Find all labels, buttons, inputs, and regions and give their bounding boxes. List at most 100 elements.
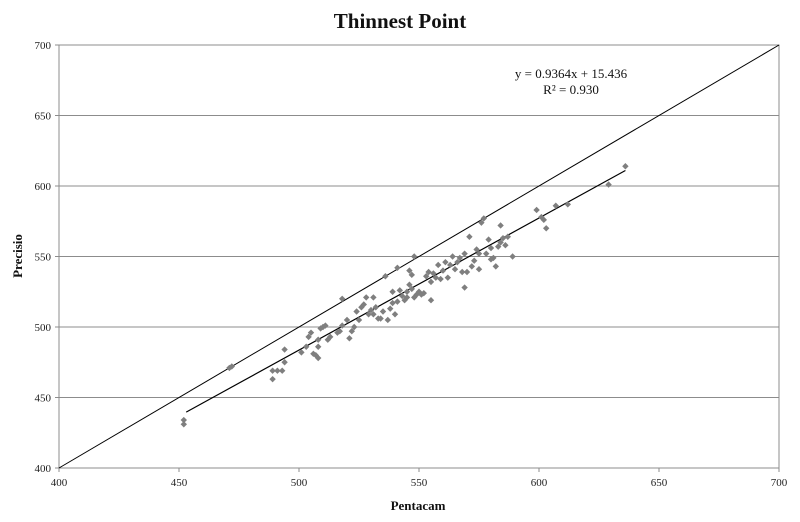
data-point [420,289,427,297]
x-axis-title: Pentacam [391,498,446,513]
data-point [487,244,495,252]
data-point [499,234,507,242]
data-point [363,294,370,301]
data-point [281,346,288,353]
data-point [478,219,485,226]
data-point [315,354,322,362]
data-point [403,294,411,301]
data-point [379,308,387,315]
data-point [336,328,343,335]
data-point [622,163,629,170]
x-tick-label: 600 [531,477,548,489]
data-point [339,322,346,329]
y-tick-label: 500 [35,322,52,334]
data-point [303,343,310,350]
x-tick-label: 400 [51,477,68,489]
data-point [387,305,394,312]
data-point [475,250,483,257]
data-point [396,287,403,294]
data-point [365,311,372,318]
data-point [298,349,305,356]
x-tick-label: 700 [771,477,788,489]
data-point [540,216,547,224]
data-point [463,268,471,276]
data-point [391,311,399,318]
x-tick-label: 550 [411,477,428,489]
data-point [533,206,540,214]
data-point [480,215,487,222]
data-point [343,316,351,324]
data-point [483,250,490,257]
data-point [605,181,612,188]
data-point [406,267,413,274]
data-point [432,274,439,281]
data-points [180,163,629,428]
data-point [305,333,312,341]
data-point [403,288,411,295]
x-tick-label: 450 [171,477,188,489]
data-point [423,273,430,280]
data-point [370,294,377,301]
data-point [451,265,459,273]
data-point [447,261,454,269]
data-point [307,329,315,336]
data-point [461,284,468,291]
data-point [408,271,415,279]
data-point [435,261,442,269]
data-point [384,316,391,324]
data-point [456,254,463,262]
data-point [269,375,276,383]
data-point [490,254,497,262]
y-axis-ticks: 400 450 500 550 600 650 700 [35,40,59,475]
data-point [495,243,502,250]
data-point [485,236,492,243]
data-point [468,263,475,270]
y-tick-label: 450 [35,393,52,405]
x-tick-label: 500 [291,477,308,489]
data-point [509,253,516,260]
data-point [471,257,478,264]
y-tick-label: 700 [35,40,52,52]
data-point [497,222,504,229]
data-point [543,225,550,232]
data-point [274,367,281,374]
data-point [466,233,473,240]
data-point [370,311,377,318]
data-point [281,359,288,366]
data-point [228,363,235,370]
data-point [339,295,346,302]
data-point [180,421,187,428]
data-point [408,285,415,293]
data-point [449,253,456,260]
data-point [427,297,435,304]
y-tick-label: 600 [35,181,52,193]
data-point [394,264,401,271]
data-point [355,316,363,324]
data-point [430,270,437,277]
data-point [372,304,379,311]
data-point [411,253,418,260]
data-point [315,343,322,350]
data-point [552,202,559,209]
y-axis-title: Precisio [10,234,25,278]
chart-title: Thinnest Point [334,9,466,33]
data-point [348,328,355,335]
data-point [180,416,187,424]
identity-line [58,44,780,469]
data-point [367,306,375,314]
data-point [394,298,401,305]
data-point [315,336,322,343]
y-tick-label: 400 [35,463,52,475]
data-point [360,301,367,308]
data-point [389,299,396,307]
data-point [269,367,276,374]
trendline-equation: y = 0.9364x + 15.436 [515,66,628,81]
data-point [389,288,396,295]
data-point [382,273,389,280]
data-point [492,263,499,270]
data-point [564,201,571,208]
x-axis-ticks: 400 450 500 550 600 650 700 [51,468,788,489]
data-point [475,265,483,273]
